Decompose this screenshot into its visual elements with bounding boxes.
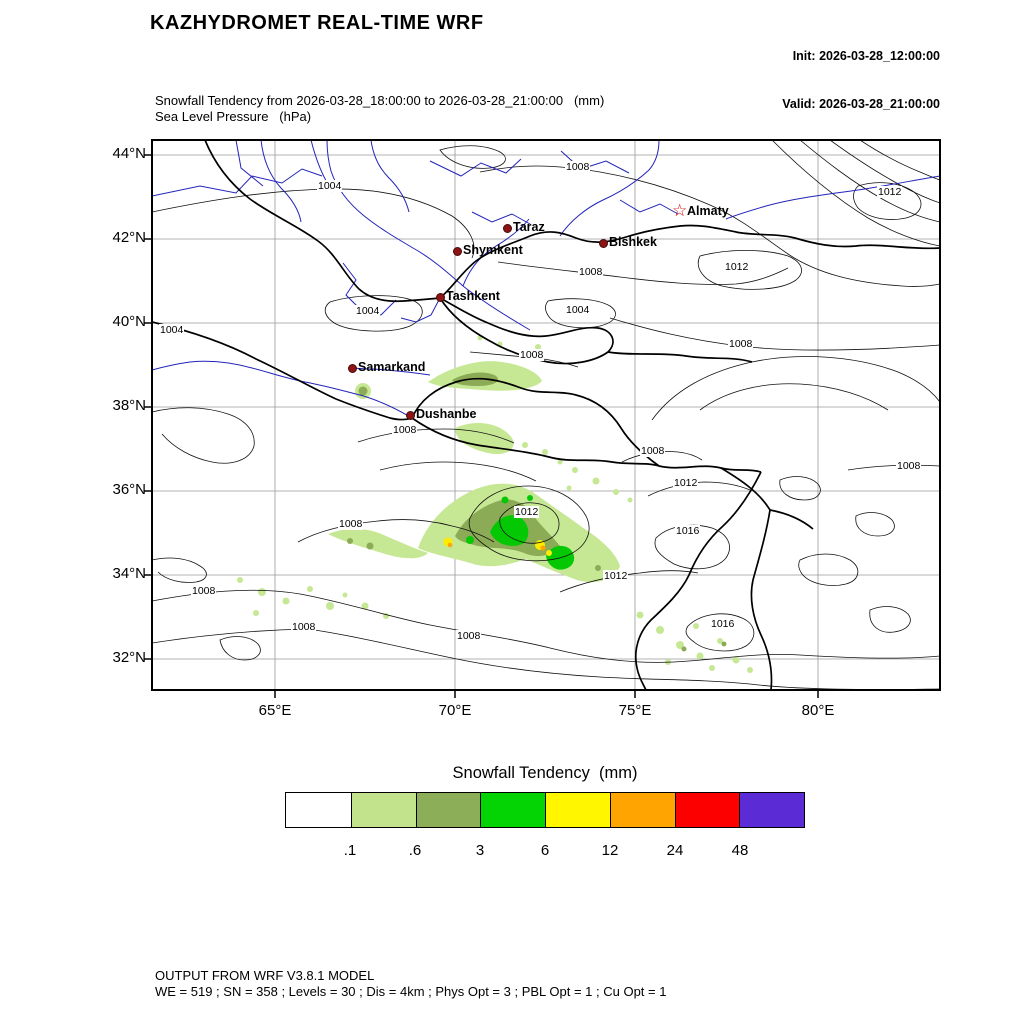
footer-model-line: OUTPUT FROM WRF V3.8.1 MODEL (155, 968, 375, 983)
colorbar-cell (674, 793, 740, 827)
subtitle-snowfall-tendency: Snowfall Tendency from 2026-03-28_18:00:… (155, 93, 605, 108)
colorbar-tick-label: 48 (731, 842, 749, 859)
colorbar-tick-label: 24 (666, 842, 684, 859)
map-frame (151, 139, 941, 691)
subtitle-sea-level-pressure: Sea Level Pressure (hPa) (155, 109, 312, 124)
colorbar-cell (480, 793, 545, 827)
colorbar-tick-label: 6 (540, 842, 550, 859)
pressure-contours (152, 140, 940, 690)
colorbar-cells (285, 792, 805, 828)
init-valid-block: Init: 2026-03-28_12:00:00 Valid: 2026-03… (782, 15, 940, 145)
colorbar-tick-label: 3 (475, 842, 485, 859)
colorbar-cell (739, 793, 804, 827)
colorbar-tick-row: .1 .6 3 6 12 24 48 (285, 828, 805, 859)
axis-ticks (144, 154, 819, 698)
graticule-lines (152, 140, 940, 690)
snowfall-orange (447, 542, 546, 551)
colorbar-cell (350, 793, 416, 827)
plot-title: KAZHYDROMET REAL-TIME WRF (150, 12, 484, 34)
colorbar-tick-label: 12 (601, 842, 619, 859)
country-borders (152, 140, 940, 690)
colorbar-title: Snowfall Tendency (mm) (452, 764, 638, 782)
colorbar-cell (609, 793, 675, 827)
colorbar: Snowfall Tendency (mm) .1 .6 3 6 12 24 48 (285, 764, 805, 859)
colorbar-cell (286, 793, 351, 827)
colorbar-tick-label: .6 (408, 842, 422, 859)
rivers-blue-lines (152, 140, 940, 419)
colorbar-cell (545, 793, 610, 827)
valid-time: Valid: 2026-03-28_21:00:00 (782, 97, 940, 112)
footer-config-line: WE = 519 ; SN = 358 ; Levels = 30 ; Dis … (155, 984, 667, 999)
colorbar-tick-label: .1 (343, 842, 357, 859)
colorbar-cell (415, 793, 481, 827)
init-time: Init: 2026-03-28_12:00:00 (792, 48, 940, 63)
